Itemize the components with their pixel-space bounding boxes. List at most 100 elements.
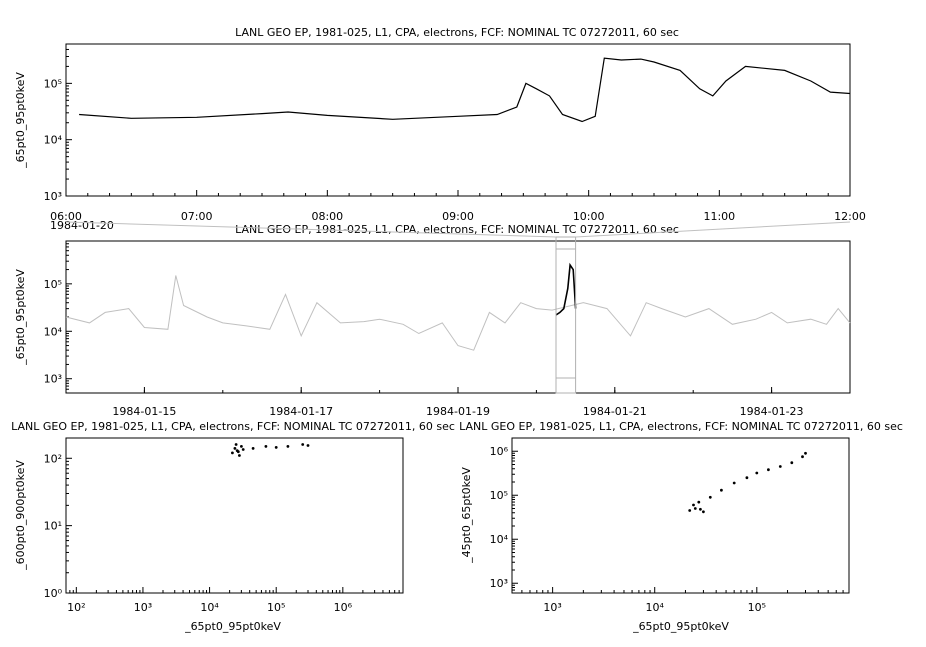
bottom-left-plot-frame: [65, 437, 404, 594]
middle-x-tick-label: 1984-01-17: [269, 405, 333, 418]
bottom-right-x-ticks: 10³ 10⁴ 10⁵: [511, 587, 850, 614]
bottom-right-point: [804, 451, 807, 455]
middle-series-group: [65, 262, 851, 351]
bottom-left-y-tick-label: 10²: [44, 452, 62, 465]
bottom-right-x-tick-label: 10³: [543, 601, 561, 614]
bottom-right-point: [778, 465, 782, 468]
bottom-right-point: [745, 476, 749, 480]
bottom-left-x-tick-label: 10²: [67, 601, 85, 614]
bottom-left-point: [233, 447, 237, 450]
bottom-left-points: [231, 443, 310, 457]
top-x-tick-label: 07:00: [181, 210, 213, 223]
bottom-left-chart-title: LANL GEO EP, 1981-025, L1, CPA, electron…: [11, 420, 455, 433]
middle-focus-line: [555, 262, 577, 316]
bottom-right-x-axis-label: _65pt0_95pt0keV: [632, 620, 729, 633]
bottom-right-point: [688, 509, 692, 512]
bottom-left-point: [274, 446, 278, 449]
middle-y-tick-label: 10⁴: [44, 325, 63, 338]
top-x-date-label: 1984-01-20: [50, 219, 114, 232]
bottom-left-x-tick-label: 10³: [134, 601, 152, 614]
bottom-left-point: [264, 445, 268, 448]
top-x-ticks: 06:00 07:00 08:00 09:00 10:00 11:00 12:00: [50, 190, 866, 223]
top-x-tick-label: 08:00: [311, 210, 343, 223]
bottom-left-point: [286, 445, 290, 448]
bottom-right-point: [755, 471, 759, 475]
middle-y-tick-label: 10⁵: [44, 278, 62, 291]
bottom-left-y-tick-label: 10⁰: [44, 587, 63, 600]
top-x-tick-label: 06:00: [50, 210, 82, 223]
middle-x-tick-label: 1984-01-23: [740, 405, 804, 418]
top-x-tick-label: 11:00: [703, 210, 735, 223]
top-x-tick-label: 09:00: [442, 210, 474, 223]
bottom-left-y-axis-label: _600pt0_900pt0keV: [14, 460, 27, 571]
middle-plot-frame: [65, 240, 851, 394]
top-x-tick-label: 10:00: [573, 210, 605, 223]
bottom-left-x-tick-label: 10⁴: [200, 601, 219, 614]
bottom-left-x-tick-label: 10⁶: [334, 601, 353, 614]
top-x-tick-label: 12:00: [834, 210, 866, 223]
top-y-tick-label: 10⁴: [44, 134, 63, 147]
bottom-right-x-tick-label: 10⁵: [748, 601, 766, 614]
bottom-right-point: [708, 495, 712, 499]
bottom-left-x-tick-label: 10⁵: [267, 601, 285, 614]
bottom-left-point: [251, 447, 255, 450]
top-y-tick-label: 10⁵: [44, 77, 62, 90]
bottom-right-point: [720, 488, 723, 492]
bottom-right-point: [692, 503, 695, 507]
zoom-connector-right: [575, 221, 851, 238]
bottom-right-chart-panel: LANL GEO EP, 1981-025, L1, CPA, electron…: [459, 420, 903, 633]
bottom-right-chart-title: LANL GEO EP, 1981-025, L1, CPA, electron…: [459, 420, 903, 433]
middle-chart-title: LANL GEO EP, 1981-025, L1, CPA, electron…: [235, 223, 679, 236]
top-y-ticks: 10³ 10⁴ 10⁵: [44, 43, 72, 203]
top-series-line: [79, 57, 851, 123]
bottom-left-y-tick-label: 10¹: [44, 520, 62, 533]
bottom-right-plot-frame: [511, 437, 850, 594]
bottom-right-y-tick-label: 10⁴: [490, 533, 509, 546]
bottom-left-point: [306, 444, 310, 447]
top-series-group: [79, 57, 851, 123]
middle-chart-panel: LANL GEO EP, 1981-025, L1, CPA, electron…: [14, 223, 851, 418]
bottom-right-point: [732, 481, 736, 485]
middle-x-ticks: 1984-01-15 1984-01-17 1984-01-19 1984-01-21…: [65, 387, 851, 418]
bottom-left-point: [234, 443, 238, 446]
bottom-right-point: [801, 455, 804, 459]
bottom-left-point: [231, 451, 234, 455]
bottom-left-point: [236, 450, 240, 454]
bottom-right-point: [702, 510, 705, 514]
top-chart-title: LANL GEO EP, 1981-025, L1, CPA, electron…: [235, 26, 679, 39]
middle-zoom-highlight: [555, 236, 577, 394]
top-chart-panel: LANL GEO EP, 1981-025, L1, CPA, electron…: [14, 26, 866, 232]
bottom-left-point: [240, 445, 243, 448]
bottom-right-y-tick-label: 10³: [490, 577, 508, 590]
middle-x-tick-label: 1984-01-19: [426, 405, 490, 418]
bottom-right-y-axis-label: _45pt0_65pt0keV: [460, 467, 473, 564]
bottom-right-x-tick-label: 10⁴: [646, 601, 665, 614]
bottom-right-point: [693, 507, 697, 510]
bottom-left-x-axis-label: _65pt0_95pt0keV: [184, 620, 281, 633]
bottom-left-chart-panel: LANL GEO EP, 1981-025, L1, CPA, electron…: [11, 420, 455, 633]
middle-highlight-box: [555, 236, 577, 394]
bottom-right-y-ticks: 10³ 10⁴ 10⁵ 10⁶: [490, 437, 518, 594]
top-y-axis-label: _65pt0_95pt0keV: [14, 72, 27, 169]
bottom-right-point: [790, 461, 794, 465]
middle-x-tick-label: 1984-01-21: [583, 405, 647, 418]
bottom-right-point: [697, 500, 701, 504]
middle-x-tick-label: 1984-01-15: [112, 405, 176, 418]
top-y-tick-label: 10³: [44, 190, 62, 203]
middle-y-tick-label: 10³: [44, 373, 62, 386]
middle-y-axis-label: _65pt0_95pt0keV: [14, 269, 27, 366]
bottom-right-point: [767, 468, 770, 472]
middle-y-ticks: 10³ 10⁴ 10⁵: [44, 240, 72, 394]
zoom-connector-lines: [65, 221, 851, 238]
bottom-right-points: [688, 451, 807, 514]
bottom-left-point: [301, 443, 305, 446]
bottom-right-y-tick-label: 10⁶: [490, 445, 509, 458]
bottom-left-y-ticks: 10⁰ 10¹ 10²: [44, 437, 72, 600]
zoom-connector-left: [65, 221, 557, 238]
bottom-left-x-ticks: 10² 10³ 10⁴ 10⁵ 10⁶: [65, 587, 404, 614]
top-plot-frame: [65, 43, 851, 197]
bottom-left-point: [238, 454, 241, 457]
bottom-right-point: [699, 507, 702, 511]
bottom-left-point: [241, 448, 245, 451]
